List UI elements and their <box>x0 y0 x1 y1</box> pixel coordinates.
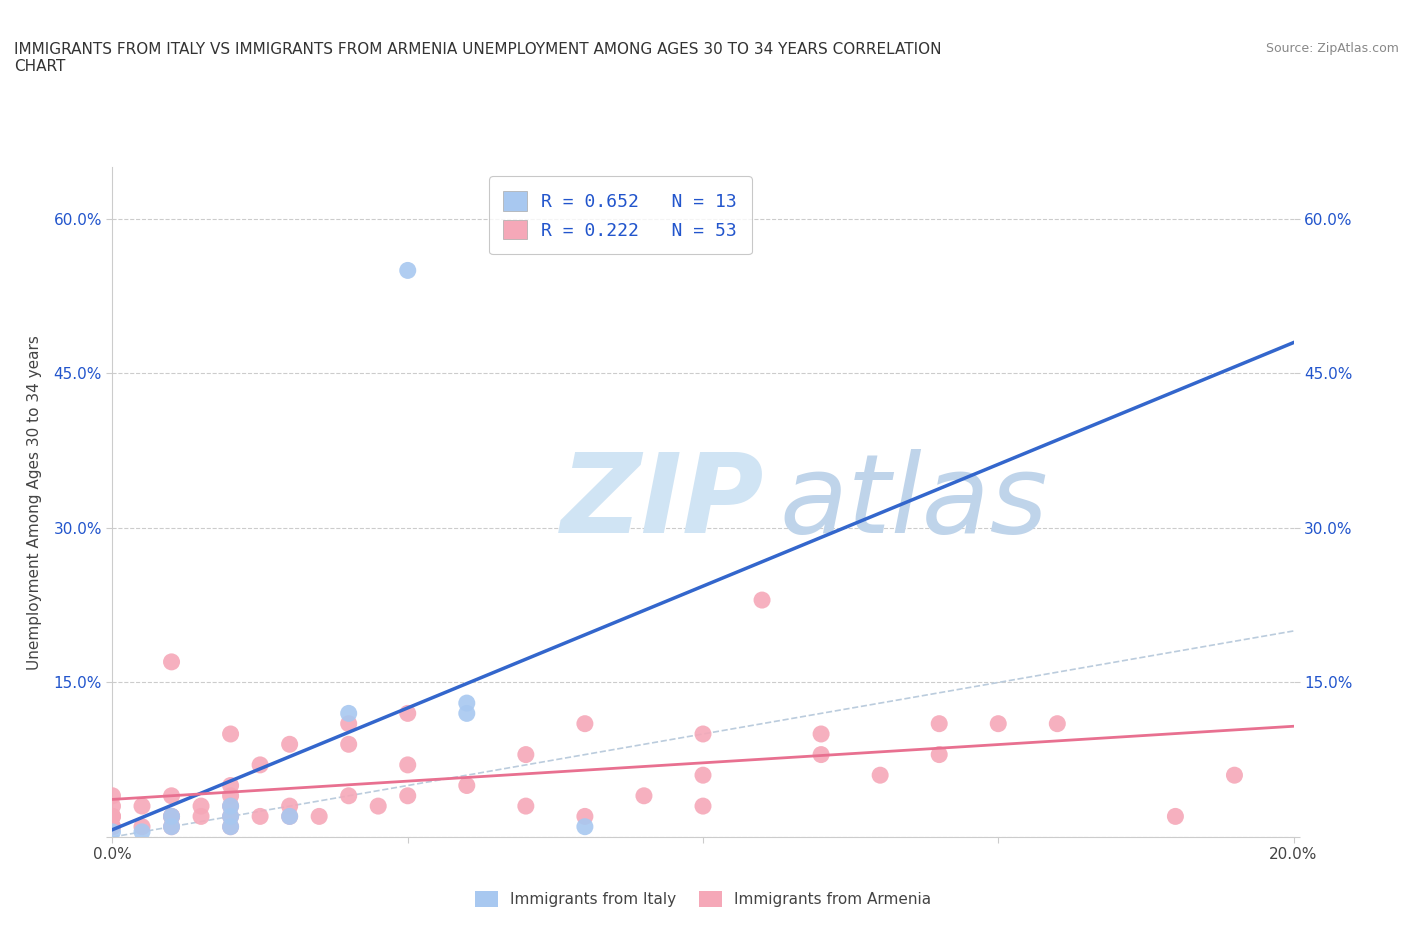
Point <box>396 789 419 804</box>
Point <box>574 716 596 731</box>
Point <box>278 737 301 751</box>
Point <box>101 819 124 834</box>
Point <box>101 809 124 824</box>
Point <box>928 747 950 762</box>
Point <box>160 809 183 824</box>
Legend: Immigrants from Italy, Immigrants from Armenia: Immigrants from Italy, Immigrants from A… <box>468 884 938 913</box>
Point <box>101 789 124 804</box>
Point <box>219 809 242 824</box>
Point <box>101 799 124 814</box>
Point <box>396 706 419 721</box>
Point <box>869 768 891 783</box>
Point <box>515 799 537 814</box>
Point <box>219 819 242 834</box>
Point <box>396 757 419 772</box>
Point <box>810 726 832 741</box>
Point <box>160 789 183 804</box>
Point <box>810 747 832 762</box>
Point <box>219 799 242 814</box>
Point <box>456 778 478 793</box>
Point <box>160 819 183 834</box>
Legend: R = 0.652   N = 13, R = 0.222   N = 53: R = 0.652 N = 13, R = 0.222 N = 53 <box>489 177 752 254</box>
Point <box>987 716 1010 731</box>
Point <box>692 768 714 783</box>
Text: IMMIGRANTS FROM ITALY VS IMMIGRANTS FROM ARMENIA UNEMPLOYMENT AMONG AGES 30 TO 3: IMMIGRANTS FROM ITALY VS IMMIGRANTS FROM… <box>14 42 942 74</box>
Point <box>131 824 153 839</box>
Point <box>160 809 183 824</box>
Point <box>278 799 301 814</box>
Point <box>131 819 153 834</box>
Point <box>574 809 596 824</box>
Point <box>219 819 242 834</box>
Point <box>219 809 242 824</box>
Text: Source: ZipAtlas.com: Source: ZipAtlas.com <box>1265 42 1399 55</box>
Point <box>101 824 124 839</box>
Point <box>190 809 212 824</box>
Point <box>633 789 655 804</box>
Point <box>1223 768 1246 783</box>
Point <box>308 809 330 824</box>
Point <box>574 819 596 834</box>
Point <box>456 696 478 711</box>
Point <box>928 716 950 731</box>
Point <box>367 799 389 814</box>
Point <box>190 799 212 814</box>
Point <box>219 726 242 741</box>
Point <box>249 809 271 824</box>
Point <box>456 706 478 721</box>
Point <box>278 809 301 824</box>
Point <box>131 799 153 814</box>
Point <box>337 716 360 731</box>
Point <box>219 778 242 793</box>
Point <box>692 726 714 741</box>
Point <box>101 809 124 824</box>
Point <box>160 655 183 670</box>
Point <box>219 789 242 804</box>
Point <box>249 757 271 772</box>
Point <box>337 706 360 721</box>
Point <box>751 592 773 607</box>
Point <box>515 747 537 762</box>
Point <box>396 263 419 278</box>
Text: ZIP: ZIP <box>561 448 765 556</box>
Text: atlas: atlas <box>780 448 1049 556</box>
Point <box>101 819 124 834</box>
Point <box>692 799 714 814</box>
Point <box>1164 809 1187 824</box>
Point <box>278 809 301 824</box>
Point <box>337 737 360 751</box>
Point <box>1046 716 1069 731</box>
Point <box>160 819 183 834</box>
Point <box>337 789 360 804</box>
Y-axis label: Unemployment Among Ages 30 to 34 years: Unemployment Among Ages 30 to 34 years <box>28 335 42 670</box>
Point <box>160 809 183 824</box>
Point <box>219 799 242 814</box>
